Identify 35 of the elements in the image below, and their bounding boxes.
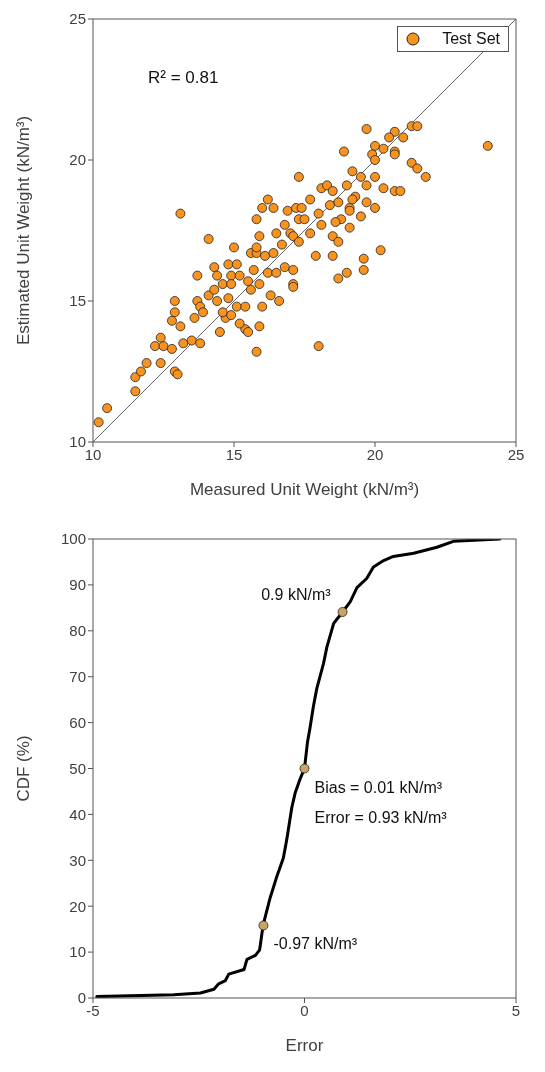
y-tick-label: 10 [69, 433, 86, 451]
x-tick-label: 0 [300, 1001, 309, 1019]
y-tick-label: 30 [69, 851, 86, 869]
annotation: R² = 0.81 [148, 68, 219, 88]
x-tick-label: 10 [84, 445, 102, 463]
annotation: 0.9 kN/m³ [261, 585, 332, 603]
x-tick-label: 5 [511, 1001, 521, 1019]
y-tick-label: 90 [69, 576, 86, 594]
y-tick-label: 20 [69, 897, 86, 915]
annotation: Bias = 0.01 kN/m³ [314, 778, 443, 796]
y-tick-label: 50 [69, 759, 86, 777]
x-tick-label: 25 [507, 445, 525, 463]
y-axis-title: CDF (%) [14, 735, 34, 802]
point [299, 763, 310, 774]
y-tick-label: 15 [69, 292, 86, 310]
y-tick-label: 80 [69, 622, 86, 640]
legend-label: Test Set [442, 30, 500, 48]
point [337, 607, 348, 617]
y-tick-label: 25 [69, 10, 86, 28]
y-tick-label: 0 [77, 989, 86, 1007]
point [258, 920, 269, 931]
y-tick-label: 100 [60, 530, 86, 548]
y-tick-label: 20 [69, 151, 86, 169]
x-axis-title: Error [285, 1036, 324, 1055]
annotation: -0.97 kN/m³ [273, 935, 358, 953]
x-tick-label: 15 [225, 445, 243, 463]
x-tick-label: 20 [366, 445, 384, 463]
x-axis-title: Measured Unit Weight (kN/m³) [189, 480, 420, 499]
y-axis-title: Estimated Unit Weight (kN/m³) [14, 115, 34, 346]
y-tick-label: 60 [69, 713, 86, 731]
annotation: Error = 0.93 kN/m³ [314, 808, 448, 826]
x-tick-label: -5 [86, 1001, 100, 1019]
y-tick-label: 70 [69, 668, 86, 686]
y-tick-label: 40 [69, 805, 86, 823]
y-tick-label: 10 [69, 943, 86, 961]
